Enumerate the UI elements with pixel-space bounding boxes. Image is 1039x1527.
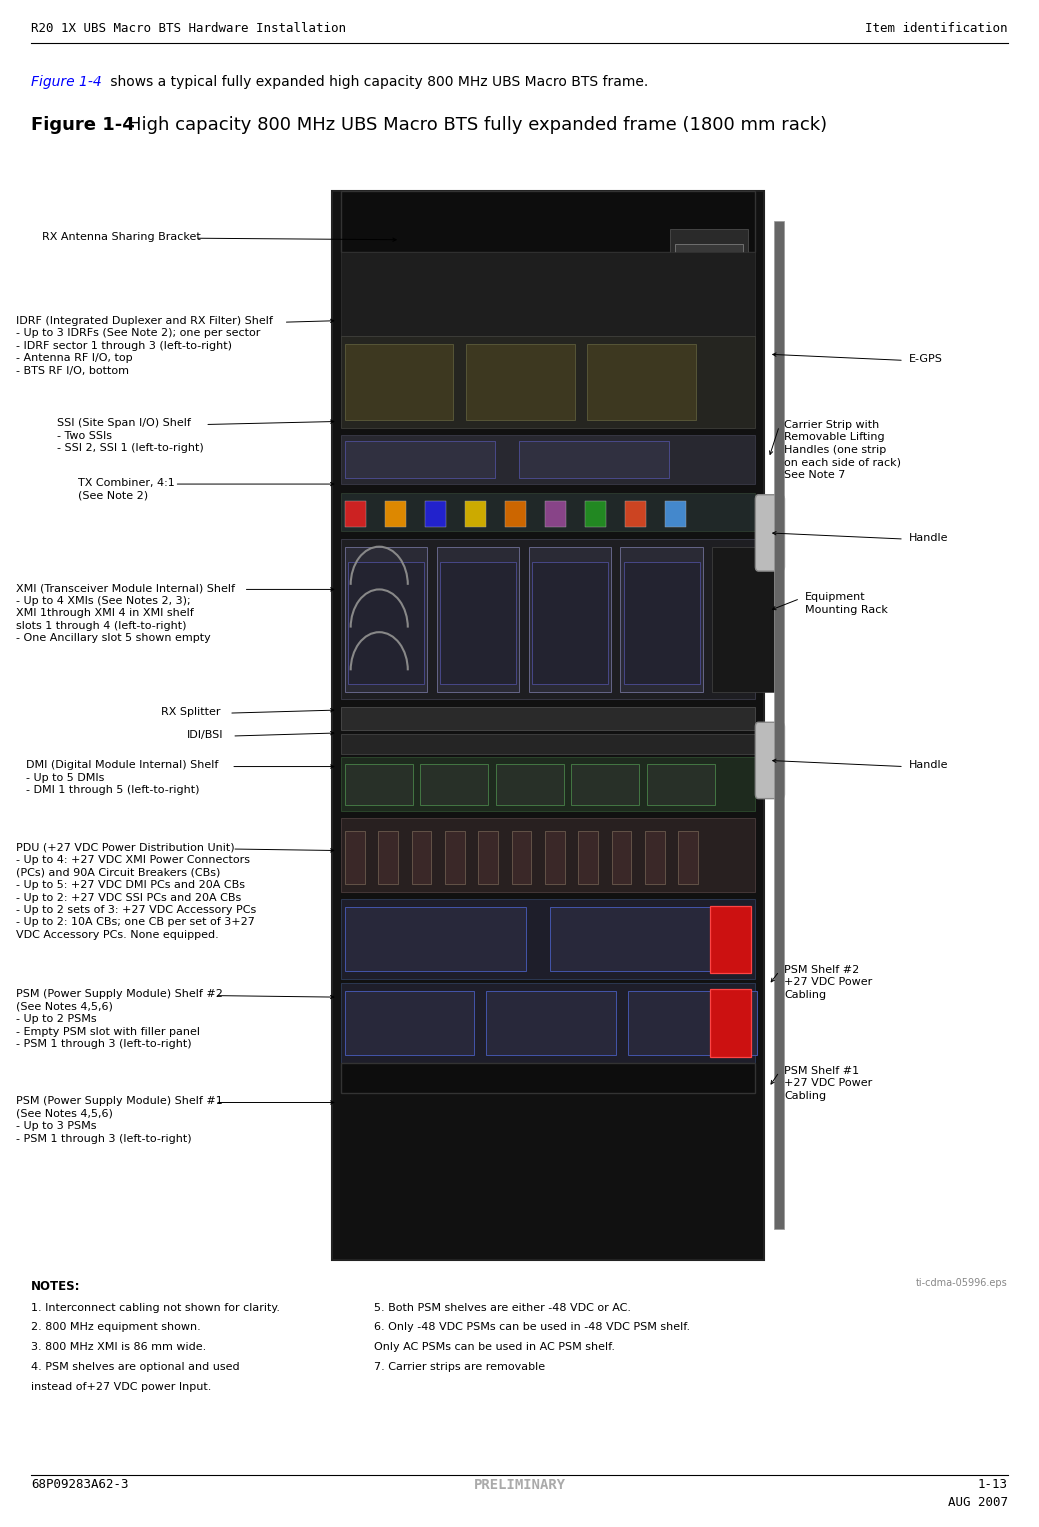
FancyBboxPatch shape — [675, 244, 743, 305]
Text: ti-cdma-05996.eps: ti-cdma-05996.eps — [916, 1278, 1008, 1289]
Text: IDI/BSI: IDI/BSI — [187, 730, 223, 741]
FancyBboxPatch shape — [670, 229, 748, 313]
FancyBboxPatch shape — [571, 764, 639, 805]
FancyBboxPatch shape — [511, 831, 531, 884]
FancyBboxPatch shape — [341, 1063, 755, 1093]
FancyBboxPatch shape — [439, 562, 516, 684]
FancyBboxPatch shape — [341, 435, 755, 484]
Text: Item identification: Item identification — [865, 21, 1008, 35]
Text: PSM Shelf #1
+27 VDC Power
Cabling: PSM Shelf #1 +27 VDC Power Cabling — [784, 1066, 873, 1101]
FancyBboxPatch shape — [341, 336, 755, 428]
FancyBboxPatch shape — [544, 831, 565, 884]
Text: Only AC PSMs can be used in AC PSM shelf.: Only AC PSMs can be used in AC PSM shelf… — [374, 1342, 615, 1353]
Text: RX Splitter: RX Splitter — [161, 707, 220, 718]
Text: Figure 1-4: Figure 1-4 — [31, 75, 102, 89]
Text: AUG 2007: AUG 2007 — [948, 1496, 1008, 1510]
FancyBboxPatch shape — [345, 764, 412, 805]
Text: Figure 1-4: Figure 1-4 — [31, 116, 135, 134]
Text: E-GPS: E-GPS — [909, 354, 943, 365]
FancyBboxPatch shape — [345, 344, 453, 420]
Text: NOTES:: NOTES: — [31, 1280, 81, 1293]
Text: Equipment
Mounting Rack: Equipment Mounting Rack — [805, 592, 888, 615]
Text: 3. 800 MHz XMI is 86 mm wide.: 3. 800 MHz XMI is 86 mm wide. — [31, 1342, 207, 1353]
FancyBboxPatch shape — [710, 906, 751, 973]
FancyBboxPatch shape — [712, 547, 775, 692]
FancyBboxPatch shape — [445, 831, 464, 884]
Text: SSI (Site Span I/O) Shelf
- Two SSIs
- SSI 2, SSI 1 (left-to-right): SSI (Site Span I/O) Shelf - Two SSIs - S… — [57, 418, 204, 454]
FancyBboxPatch shape — [645, 831, 665, 884]
FancyBboxPatch shape — [421, 764, 488, 805]
FancyBboxPatch shape — [496, 764, 563, 805]
Text: Handle: Handle — [909, 533, 949, 544]
FancyBboxPatch shape — [341, 707, 755, 730]
FancyBboxPatch shape — [774, 221, 784, 1229]
FancyBboxPatch shape — [436, 547, 520, 692]
FancyBboxPatch shape — [532, 562, 608, 684]
Text: XMI (Transceiver Module Internal) Shelf
- Up to 4 XMIs (See Notes 2, 3);
XMI 1th: XMI (Transceiver Module Internal) Shelf … — [16, 583, 235, 643]
FancyBboxPatch shape — [544, 501, 565, 527]
Text: 2. 800 MHz equipment shown.: 2. 800 MHz equipment shown. — [31, 1322, 201, 1333]
FancyBboxPatch shape — [345, 907, 526, 971]
FancyBboxPatch shape — [341, 734, 755, 754]
FancyBboxPatch shape — [345, 441, 495, 478]
FancyBboxPatch shape — [341, 983, 755, 1063]
FancyBboxPatch shape — [585, 501, 606, 527]
Text: instead of+27 VDC power Input.: instead of+27 VDC power Input. — [31, 1382, 212, 1393]
FancyBboxPatch shape — [332, 191, 764, 1260]
FancyBboxPatch shape — [465, 501, 486, 527]
FancyBboxPatch shape — [529, 547, 611, 692]
FancyBboxPatch shape — [348, 562, 424, 684]
FancyBboxPatch shape — [341, 191, 755, 252]
Text: 5. Both PSM shelves are either -48 VDC or AC.: 5. Both PSM shelves are either -48 VDC o… — [374, 1303, 631, 1313]
FancyBboxPatch shape — [341, 493, 755, 531]
Text: Handle: Handle — [909, 760, 949, 771]
FancyBboxPatch shape — [710, 989, 751, 1057]
Text: IDRF (Integrated Duplexer and RX Filter) Shelf
- Up to 3 IDRFs (See Note 2); one: IDRF (Integrated Duplexer and RX Filter)… — [16, 316, 272, 376]
FancyBboxPatch shape — [518, 441, 669, 478]
FancyBboxPatch shape — [341, 252, 755, 336]
Text: 68P09283A62-3: 68P09283A62-3 — [31, 1478, 129, 1492]
FancyBboxPatch shape — [579, 831, 598, 884]
Text: DMI (Digital Module Internal) Shelf
- Up to 5 DMIs
- DMI 1 through 5 (left-to-ri: DMI (Digital Module Internal) Shelf - Up… — [26, 760, 218, 796]
FancyBboxPatch shape — [505, 501, 526, 527]
FancyBboxPatch shape — [551, 907, 731, 971]
Text: 1. Interconnect cabling not shown for clarity.: 1. Interconnect cabling not shown for cl… — [31, 1303, 281, 1313]
Text: PSM Shelf #2
+27 VDC Power
Cabling: PSM Shelf #2 +27 VDC Power Cabling — [784, 965, 873, 1000]
FancyBboxPatch shape — [665, 501, 686, 527]
Text: R20 1X UBS Macro BTS Hardware Installation: R20 1X UBS Macro BTS Hardware Installati… — [31, 21, 346, 35]
FancyBboxPatch shape — [755, 722, 784, 799]
FancyBboxPatch shape — [587, 344, 696, 420]
FancyBboxPatch shape — [623, 562, 699, 684]
FancyBboxPatch shape — [486, 991, 616, 1055]
FancyBboxPatch shape — [411, 831, 431, 884]
FancyBboxPatch shape — [625, 501, 646, 527]
Text: PSM (Power Supply Module) Shelf #2
(See Notes 4,5,6)
- Up to 2 PSMs
- Empty PSM : PSM (Power Supply Module) Shelf #2 (See … — [16, 989, 222, 1049]
Text: PDU (+27 VDC Power Distribution Unit)
- Up to 4: +27 VDC XMI Power Connectors
(P: PDU (+27 VDC Power Distribution Unit) - … — [16, 843, 256, 939]
FancyBboxPatch shape — [345, 831, 365, 884]
FancyBboxPatch shape — [620, 547, 702, 692]
FancyBboxPatch shape — [378, 831, 398, 884]
Text: 7. Carrier strips are removable: 7. Carrier strips are removable — [374, 1362, 545, 1373]
FancyBboxPatch shape — [755, 495, 784, 571]
FancyBboxPatch shape — [647, 764, 715, 805]
FancyBboxPatch shape — [384, 501, 406, 527]
FancyBboxPatch shape — [341, 818, 755, 892]
FancyBboxPatch shape — [467, 344, 575, 420]
FancyBboxPatch shape — [345, 501, 366, 527]
FancyBboxPatch shape — [341, 757, 755, 811]
Text: 4. PSM shelves are optional and used: 4. PSM shelves are optional and used — [31, 1362, 240, 1373]
FancyBboxPatch shape — [612, 831, 632, 884]
FancyBboxPatch shape — [345, 547, 427, 692]
FancyBboxPatch shape — [341, 899, 755, 979]
Text: PRELIMINARY: PRELIMINARY — [474, 1478, 565, 1492]
Text: High capacity 800 MHz UBS Macro BTS fully expanded frame (1800 mm rack): High capacity 800 MHz UBS Macro BTS full… — [128, 116, 827, 134]
FancyBboxPatch shape — [345, 991, 475, 1055]
FancyBboxPatch shape — [478, 831, 498, 884]
Text: TX Combiner, 4:1
(See Note 2): TX Combiner, 4:1 (See Note 2) — [78, 478, 175, 501]
Text: PSM (Power Supply Module) Shelf #1
(See Notes 4,5,6)
- Up to 3 PSMs
- PSM 1 thro: PSM (Power Supply Module) Shelf #1 (See … — [16, 1096, 222, 1144]
FancyBboxPatch shape — [341, 539, 755, 699]
Text: RX Antenna Sharing Bracket: RX Antenna Sharing Bracket — [42, 232, 201, 243]
Text: 6. Only -48 VDC PSMs can be used in -48 VDC PSM shelf.: 6. Only -48 VDC PSMs can be used in -48 … — [374, 1322, 690, 1333]
FancyBboxPatch shape — [678, 831, 698, 884]
FancyBboxPatch shape — [425, 501, 446, 527]
